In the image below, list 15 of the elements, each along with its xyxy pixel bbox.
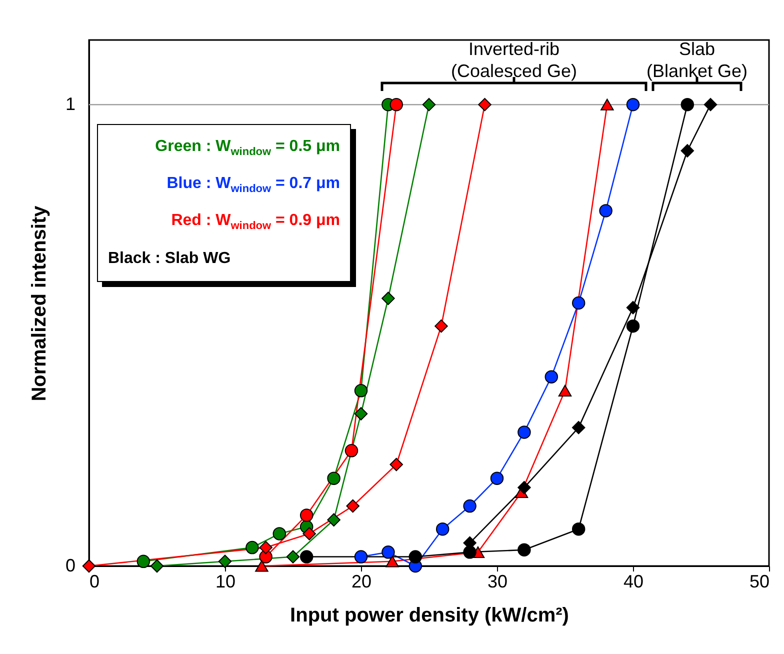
annotation: Blue : W$_{window}$ = 0.7 μm (166, 174, 341, 198)
x-tick-label: 40 (623, 572, 644, 592)
annotation: Inverted-rib (Coalesced Ge) (450, 38, 578, 82)
annotation: Black : Slab WG (107, 248, 232, 269)
x-tick-label: 10 (215, 572, 236, 592)
y-axis-title: Normalized intensity (28, 204, 50, 402)
x-tick-label: 0 (90, 572, 100, 592)
annotation: Red : W$_{window}$ = 0.9 μm (170, 211, 341, 235)
annotation: Green : W$_{window}$ = 0.5 μm (154, 137, 341, 160)
x-tick-label: 50 (749, 572, 770, 592)
x-tick-label: 30 (487, 572, 508, 592)
x-axis-title: Input power density (kW/cm²) (290, 604, 569, 626)
annotation: Slab (Blanket Ge) (645, 38, 749, 82)
y-tick-label: 1 (65, 94, 76, 114)
x-tick-label: 20 (351, 572, 372, 592)
